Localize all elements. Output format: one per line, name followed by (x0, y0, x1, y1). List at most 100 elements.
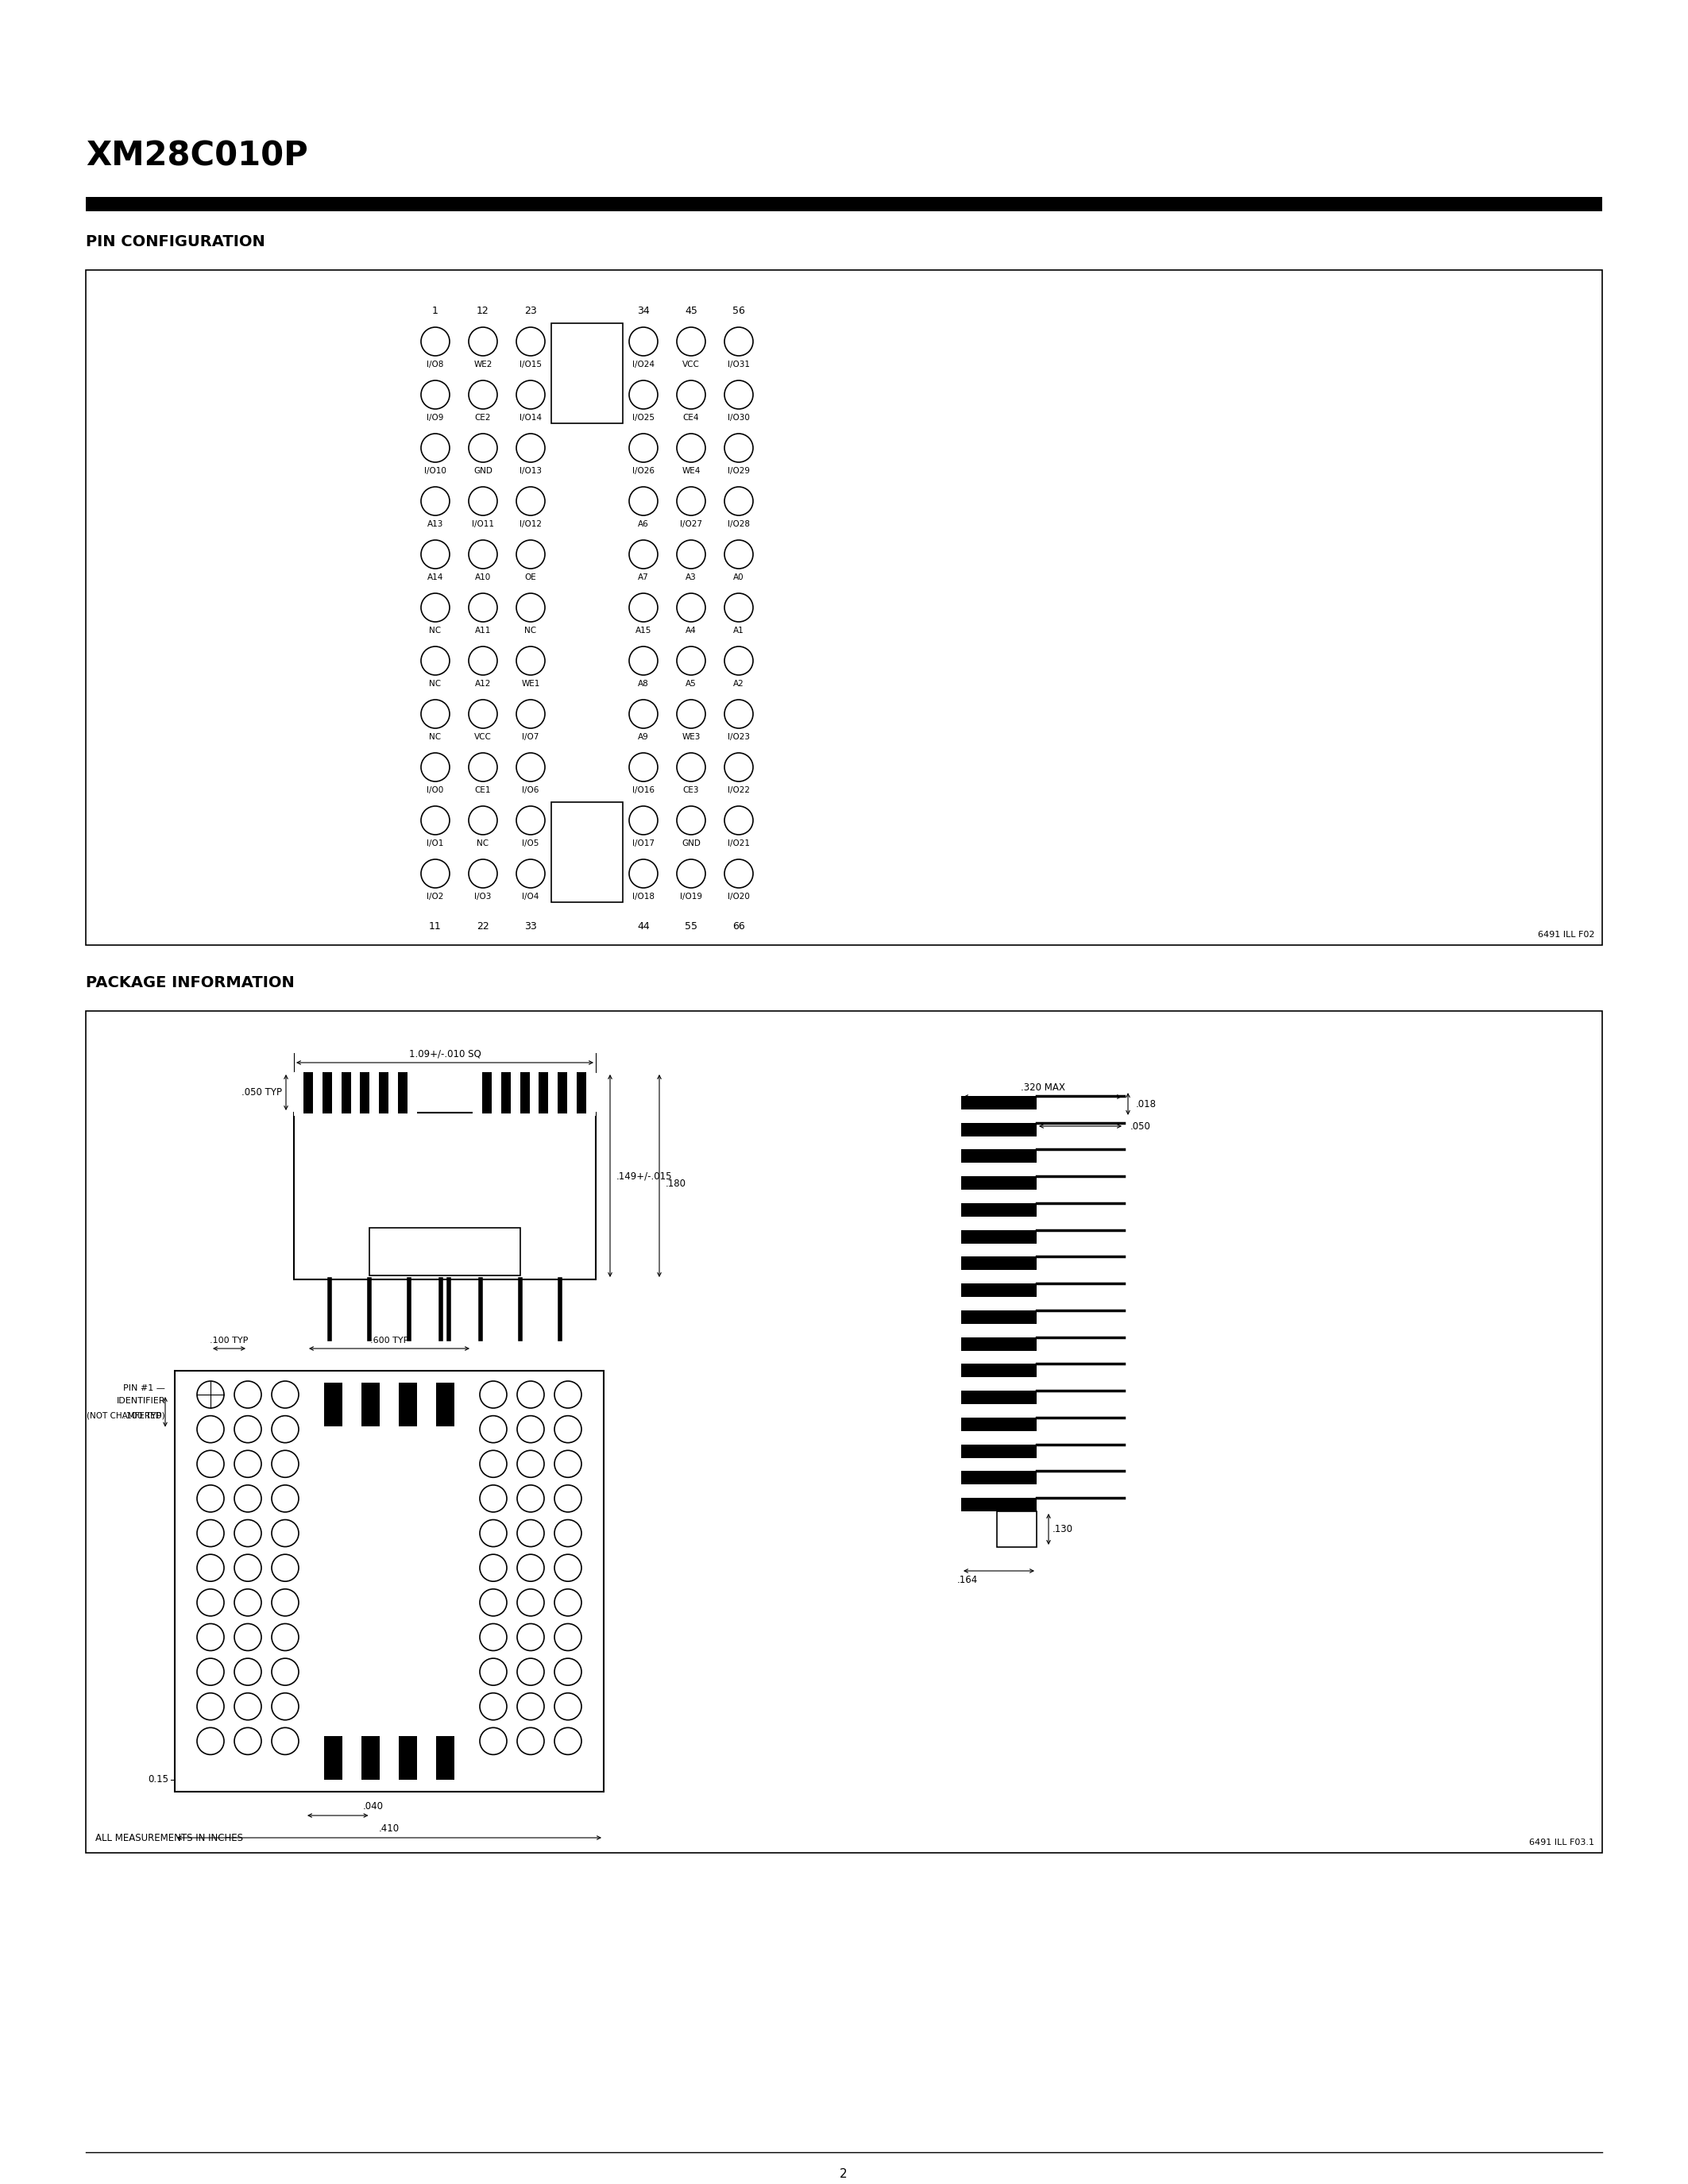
Text: CE2: CE2 (474, 413, 491, 422)
Text: I/O22: I/O22 (728, 786, 749, 795)
Text: .130: .130 (1053, 1524, 1074, 1535)
Text: I/O11: I/O11 (473, 520, 495, 529)
Bar (567, 1072, 577, 1116)
Text: A3: A3 (685, 574, 697, 581)
Bar (306, 1382, 324, 1426)
Text: A12: A12 (474, 679, 491, 688)
Text: A5: A5 (685, 679, 697, 688)
Text: I/O8: I/O8 (427, 360, 444, 369)
Bar (960, 1431, 1036, 1444)
Text: .040: .040 (363, 1802, 383, 1811)
Text: .600 TYP: .600 TYP (370, 1337, 408, 1345)
Bar (998, 1511, 1036, 1546)
Text: I/O15: I/O15 (520, 360, 542, 369)
Bar (306, 1736, 473, 1780)
Bar (312, 1072, 322, 1116)
Text: A1: A1 (733, 627, 744, 636)
Bar (388, 1072, 398, 1116)
Text: 1: 1 (432, 306, 439, 317)
Text: A4: A4 (685, 627, 697, 636)
Text: I/O10: I/O10 (424, 467, 446, 474)
Text: I/O18: I/O18 (633, 893, 655, 900)
Text: CE3: CE3 (684, 786, 699, 795)
Bar (176, 1372, 604, 1791)
Bar (343, 1736, 361, 1780)
Bar (960, 1136, 1036, 1149)
Bar (960, 1109, 1036, 1123)
Bar (960, 1162, 1036, 1177)
Text: .410: .410 (378, 1824, 400, 1835)
Text: 66: 66 (733, 922, 744, 933)
Text: XM28C010P: XM28C010P (86, 140, 307, 173)
Text: 56: 56 (733, 306, 744, 317)
Bar (294, 1072, 417, 1116)
Text: A6: A6 (638, 520, 648, 529)
Bar (333, 1072, 341, 1116)
Bar (294, 1072, 304, 1116)
Bar (407, 1072, 417, 1116)
Text: I/O14: I/O14 (520, 413, 542, 422)
Bar (473, 1072, 483, 1116)
Text: PIN #1 —: PIN #1 — (123, 1385, 165, 1391)
Bar (960, 1457, 1036, 1472)
Bar (473, 1072, 596, 1116)
Text: I/O28: I/O28 (728, 520, 749, 529)
Text: 11: 11 (429, 922, 442, 933)
Text: I/O16: I/O16 (633, 786, 655, 795)
Text: NC: NC (478, 839, 490, 847)
Text: A13: A13 (427, 520, 444, 529)
Text: I/O24: I/O24 (633, 360, 655, 369)
Bar (454, 1382, 473, 1426)
Text: A2: A2 (733, 679, 744, 688)
Text: 55: 55 (685, 922, 697, 933)
Text: I/O5: I/O5 (522, 839, 538, 847)
Bar (86, 271, 1602, 946)
Text: .018: .018 (1136, 1099, 1156, 1109)
Text: A9: A9 (638, 734, 648, 740)
Text: NC: NC (429, 734, 441, 740)
Bar (86, 1011, 1602, 1852)
Bar (960, 1190, 1036, 1203)
Text: A14: A14 (427, 574, 444, 581)
Text: I/O31: I/O31 (728, 360, 749, 369)
Text: I/O30: I/O30 (728, 413, 749, 422)
Bar (960, 1243, 1036, 1256)
Text: ALL MEASUREMENTS IN INCHES: ALL MEASUREMENTS IN INCHES (95, 1832, 243, 1843)
Text: A15: A15 (635, 627, 652, 636)
Text: NC: NC (525, 627, 537, 636)
Bar (960, 1485, 1036, 1498)
Bar (960, 1378, 1036, 1391)
Text: WE3: WE3 (682, 734, 701, 740)
Text: OE: OE (525, 574, 537, 581)
Text: 2: 2 (841, 2169, 847, 2180)
Bar (960, 1404, 1036, 1417)
Text: I/O21: I/O21 (728, 839, 749, 847)
Text: .164: .164 (957, 1575, 977, 1586)
Text: I/O3: I/O3 (474, 893, 491, 900)
Bar (549, 1072, 557, 1116)
Text: I/O29: I/O29 (728, 467, 749, 474)
Text: GND: GND (682, 839, 701, 847)
Text: I/O7: I/O7 (522, 734, 538, 740)
Text: .100 TYP: .100 TYP (123, 1411, 162, 1420)
Bar (351, 1072, 360, 1116)
Bar (960, 1271, 1036, 1284)
Text: 44: 44 (636, 922, 650, 933)
Text: I/O12: I/O12 (520, 520, 542, 529)
Bar (960, 1297, 1036, 1310)
Text: I/O0: I/O0 (427, 786, 444, 795)
Bar (370, 1072, 380, 1116)
Text: A7: A7 (638, 574, 648, 581)
Text: .180: .180 (665, 1179, 687, 1188)
Text: A8: A8 (638, 679, 648, 688)
Text: A0: A0 (733, 574, 744, 581)
Text: IDENTIFIER: IDENTIFIER (116, 1398, 165, 1404)
Text: GND: GND (473, 467, 493, 474)
Bar (960, 1083, 1036, 1511)
Text: PACKAGE INFORMATION: PACKAGE INFORMATION (86, 976, 294, 989)
Text: I/O19: I/O19 (680, 893, 702, 900)
Text: 22: 22 (476, 922, 490, 933)
Bar (960, 1216, 1036, 1230)
Text: .149+/-.015: .149+/-.015 (616, 1171, 672, 1182)
Text: I/O9: I/O9 (427, 413, 444, 422)
